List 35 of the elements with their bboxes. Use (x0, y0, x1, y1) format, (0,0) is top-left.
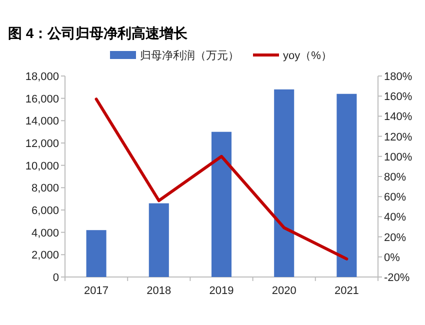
y2-tick-label: 20% (384, 232, 406, 244)
y-tick-label: 16,000 (25, 93, 59, 106)
legend-label: 归母净利润（万元） (140, 49, 239, 62)
y2-tick-label: 100% (384, 151, 412, 164)
x-tick-label: 2020 (272, 285, 296, 297)
y2-tick-label: 40% (384, 212, 406, 224)
y2-tick-label: 80% (384, 172, 406, 184)
y-tick-label: 10,000 (25, 160, 59, 172)
bar (274, 89, 294, 277)
y2-tick-label: -20% (384, 272, 410, 284)
bar (86, 230, 106, 277)
y2-tick-label: 160% (384, 91, 412, 104)
y-tick-label: 4,000 (31, 227, 59, 240)
bar (211, 132, 232, 277)
x-tick-label: 2021 (334, 285, 359, 297)
y-tick-label: 12,000 (25, 138, 59, 150)
line-series (94, 98, 348, 260)
y-tick-label: 0 (52, 272, 59, 284)
x-tick-label: 2019 (209, 285, 234, 297)
y-tick-label: 6,000 (31, 205, 59, 217)
y-tick-label: 18,000 (25, 71, 59, 83)
y-tick-label: 2,000 (31, 250, 59, 262)
y2-tick-label: 120% (384, 131, 412, 144)
x-tick-label: 2018 (146, 285, 172, 297)
y2-tick-label: 0% (384, 252, 400, 264)
y2-tick-label: 60% (384, 192, 406, 204)
y-tick-label: 14,000 (25, 116, 59, 128)
y2-tick-label: 140% (384, 111, 412, 124)
y2-tick-label: 180% (384, 71, 412, 83)
legend-label: yoy（%） (283, 50, 332, 62)
x-tick-label: 2017 (84, 285, 109, 297)
y-tick-label: 8,000 (31, 182, 59, 195)
bar (148, 203, 169, 277)
bar (336, 94, 357, 277)
chart-title: 图 4：公司归母净利高速增长 (8, 25, 189, 41)
